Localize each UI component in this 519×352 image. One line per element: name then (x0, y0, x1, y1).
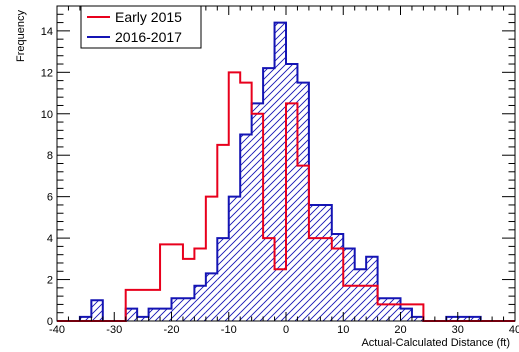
bin-2016-2017 (251, 103, 264, 322)
x-tick-label: 10 (337, 324, 349, 336)
y-tick-label: 6 (47, 192, 53, 204)
bin-2016-2017 (228, 196, 241, 321)
y-tick-label: 12 (41, 67, 53, 79)
bin-2016-2017 (91, 300, 103, 321)
series-2016-2017 (57, 21, 515, 322)
bin-2016-2017 (320, 204, 332, 321)
y-axis-label: Frequency (15, 10, 27, 62)
x-tick-label: 0 (283, 324, 289, 336)
legend-label-early-2015: Early 2015 (115, 9, 182, 25)
bin-2016-2017 (205, 273, 218, 321)
bin-2016-2017 (286, 64, 298, 322)
bin-2016-2017 (263, 68, 275, 321)
series-early-2015 (57, 71, 515, 322)
bin-2016-2017 (457, 316, 470, 321)
bin-2016-2017 (240, 134, 252, 321)
bin-2016-2017 (217, 238, 229, 321)
x-tick-label: -30 (106, 324, 122, 336)
bin-2016-2017 (354, 269, 367, 321)
y-tick-label: 14 (41, 26, 53, 38)
y-tick-label: 0 (47, 316, 53, 328)
bin-2016-2017 (160, 308, 172, 321)
bin-2016-2017 (411, 316, 424, 321)
legend: Early 2015 2016-2017 (80, 5, 202, 49)
x-tick-label: 20 (394, 324, 406, 336)
outline-2016-2017 (57, 21, 515, 322)
bin-2016-2017 (297, 82, 309, 321)
bin-2016-2017 (469, 316, 481, 321)
bin-2016-2017 (377, 298, 390, 321)
x-axis-label: Actual-Calculated Distance (ft) (361, 337, 510, 349)
bin-2016-2017 (79, 316, 92, 321)
bin-2016-2017 (137, 316, 149, 321)
y-tick-label: 8 (47, 150, 53, 162)
x-tick-label: 30 (452, 324, 464, 336)
x-tick-label: -10 (221, 324, 237, 336)
bin-2016-2017 (331, 233, 344, 321)
bin-2016-2017 (182, 298, 195, 321)
x-tick-label: 40 (509, 324, 519, 336)
bin-2016-2017 (343, 248, 355, 321)
legend-label-2016-2017: 2016-2017 (115, 29, 182, 45)
bin-2016-2017 (194, 285, 206, 321)
series-layer (57, 21, 515, 322)
y-tick-label: 4 (47, 233, 53, 245)
bin-2016-2017 (171, 298, 183, 321)
x-tick-label: -20 (164, 324, 180, 336)
bin-2016-2017 (366, 256, 378, 321)
bin-2016-2017 (125, 308, 138, 321)
y-tick-label: 10 (41, 109, 53, 121)
bin-2016-2017 (308, 204, 321, 321)
bin-2016-2017 (389, 298, 401, 321)
bin-2016-2017 (148, 308, 161, 321)
legend-box (80, 5, 202, 49)
bin-2016-2017 (274, 22, 286, 321)
y-tick-label: 2 (47, 275, 53, 287)
x-tick-label: -40 (49, 324, 65, 336)
bin-2016-2017 (400, 308, 412, 321)
outline-early-2015 (57, 71, 515, 322)
bin-2016-2017 (446, 316, 458, 321)
